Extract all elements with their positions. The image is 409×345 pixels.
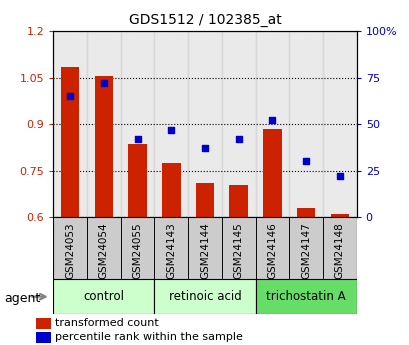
Point (67, 93, 73, 99)
Text: GSM24055: GSM24055 (132, 222, 142, 279)
Text: transformed count: transformed count (55, 318, 159, 328)
Bar (87, 217, 120, 279)
Point (201, 146, 208, 151)
Text: GSM24146: GSM24146 (267, 222, 277, 279)
Bar (195, 183, 214, 217)
Text: retinoic acid: retinoic acid (168, 290, 241, 303)
Bar (255, 31, 289, 217)
Bar (36, 318, 50, 329)
Bar (53, 279, 154, 314)
Text: percentile rank within the sample: percentile rank within the sample (55, 332, 243, 342)
Point (235, 136, 241, 142)
Bar (87, 31, 120, 217)
Title: GDS1512 / 102385_at: GDS1512 / 102385_at (128, 13, 281, 27)
Bar (128, 144, 146, 217)
Bar (53, 217, 87, 279)
Bar (221, 217, 255, 279)
Text: GSM24143: GSM24143 (166, 222, 176, 279)
Bar (221, 31, 255, 217)
Text: GSM24145: GSM24145 (233, 222, 243, 279)
Text: GSM24147: GSM24147 (300, 222, 310, 279)
Bar (120, 31, 154, 217)
Bar (154, 279, 255, 314)
Text: control: control (83, 290, 124, 303)
Bar (188, 217, 221, 279)
Bar (296, 208, 315, 217)
Bar (255, 217, 289, 279)
Bar (61, 67, 79, 217)
Text: GSM24148: GSM24148 (334, 222, 344, 279)
Text: GSM24054: GSM24054 (99, 222, 109, 279)
Text: GSM24053: GSM24053 (65, 222, 75, 279)
Bar (322, 31, 356, 217)
Bar (322, 217, 356, 279)
Point (336, 174, 342, 179)
Text: GSM24144: GSM24144 (200, 222, 209, 279)
Bar (255, 279, 356, 314)
Bar (289, 31, 322, 217)
Bar (154, 217, 188, 279)
Bar (154, 31, 188, 217)
Bar (289, 217, 322, 279)
Point (134, 136, 141, 142)
Bar (36, 332, 50, 343)
Bar (330, 214, 348, 217)
Bar (188, 31, 221, 217)
Bar (162, 163, 180, 217)
Point (268, 118, 275, 123)
Point (302, 159, 309, 164)
Bar (263, 129, 281, 217)
Text: agent: agent (4, 292, 40, 305)
Bar (120, 217, 154, 279)
Bar (94, 76, 113, 217)
Text: trichostatin A: trichostatin A (266, 290, 345, 303)
Bar (229, 185, 247, 217)
Point (168, 127, 174, 132)
Point (100, 80, 107, 86)
Bar (53, 31, 87, 217)
